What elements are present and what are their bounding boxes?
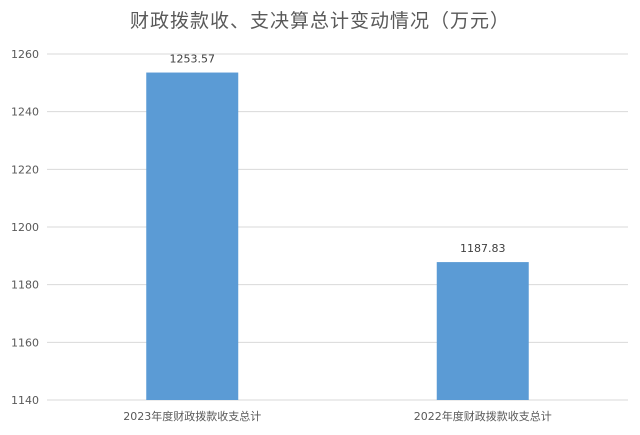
gridlines bbox=[47, 53, 628, 401]
y-axis-ticks: 1140 1160 1180 1200 1220 1240 1260 bbox=[11, 48, 39, 407]
data-labels: 1253.57 1187.83 bbox=[170, 53, 506, 256]
y-tick-label: 1200 bbox=[11, 221, 39, 234]
data-label: 1253.57 bbox=[170, 53, 216, 66]
y-tick-label: 1180 bbox=[11, 279, 39, 292]
y-tick-label: 1260 bbox=[11, 48, 39, 61]
x-tick-label: 2022年度财政拨款收支总计 bbox=[414, 409, 552, 423]
chart-title: 财政拨款收、支决算总计变动情况（万元） bbox=[129, 10, 510, 32]
x-tick-label: 2023年度财政拨款收支总计 bbox=[123, 409, 261, 423]
y-tick-label: 1220 bbox=[11, 163, 39, 176]
data-label: 1187.83 bbox=[460, 242, 506, 255]
x-axis-ticks: 2023年度财政拨款收支总计 2022年度财政拨款收支总计 bbox=[123, 409, 552, 423]
bar bbox=[436, 262, 529, 400]
y-tick-label: 1160 bbox=[11, 336, 39, 349]
bars bbox=[146, 72, 529, 401]
y-tick-label: 1240 bbox=[11, 106, 39, 119]
y-tick-label: 1140 bbox=[11, 394, 39, 407]
bar bbox=[146, 72, 239, 401]
